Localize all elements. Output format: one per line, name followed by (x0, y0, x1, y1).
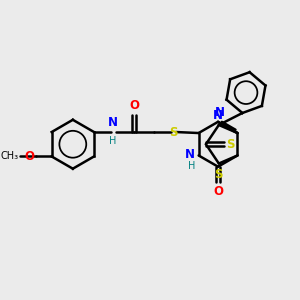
Text: H: H (188, 161, 195, 171)
Text: S: S (169, 125, 177, 139)
Text: H: H (109, 136, 116, 146)
Text: N: N (214, 106, 224, 119)
Text: S: S (214, 167, 223, 181)
Text: O: O (213, 185, 223, 198)
Text: CH₃: CH₃ (1, 152, 19, 161)
Text: O: O (24, 150, 34, 163)
Text: O: O (129, 100, 139, 112)
Text: N: N (185, 148, 195, 160)
Text: N: N (108, 116, 118, 129)
Text: S: S (226, 138, 235, 151)
Text: N: N (212, 109, 222, 122)
